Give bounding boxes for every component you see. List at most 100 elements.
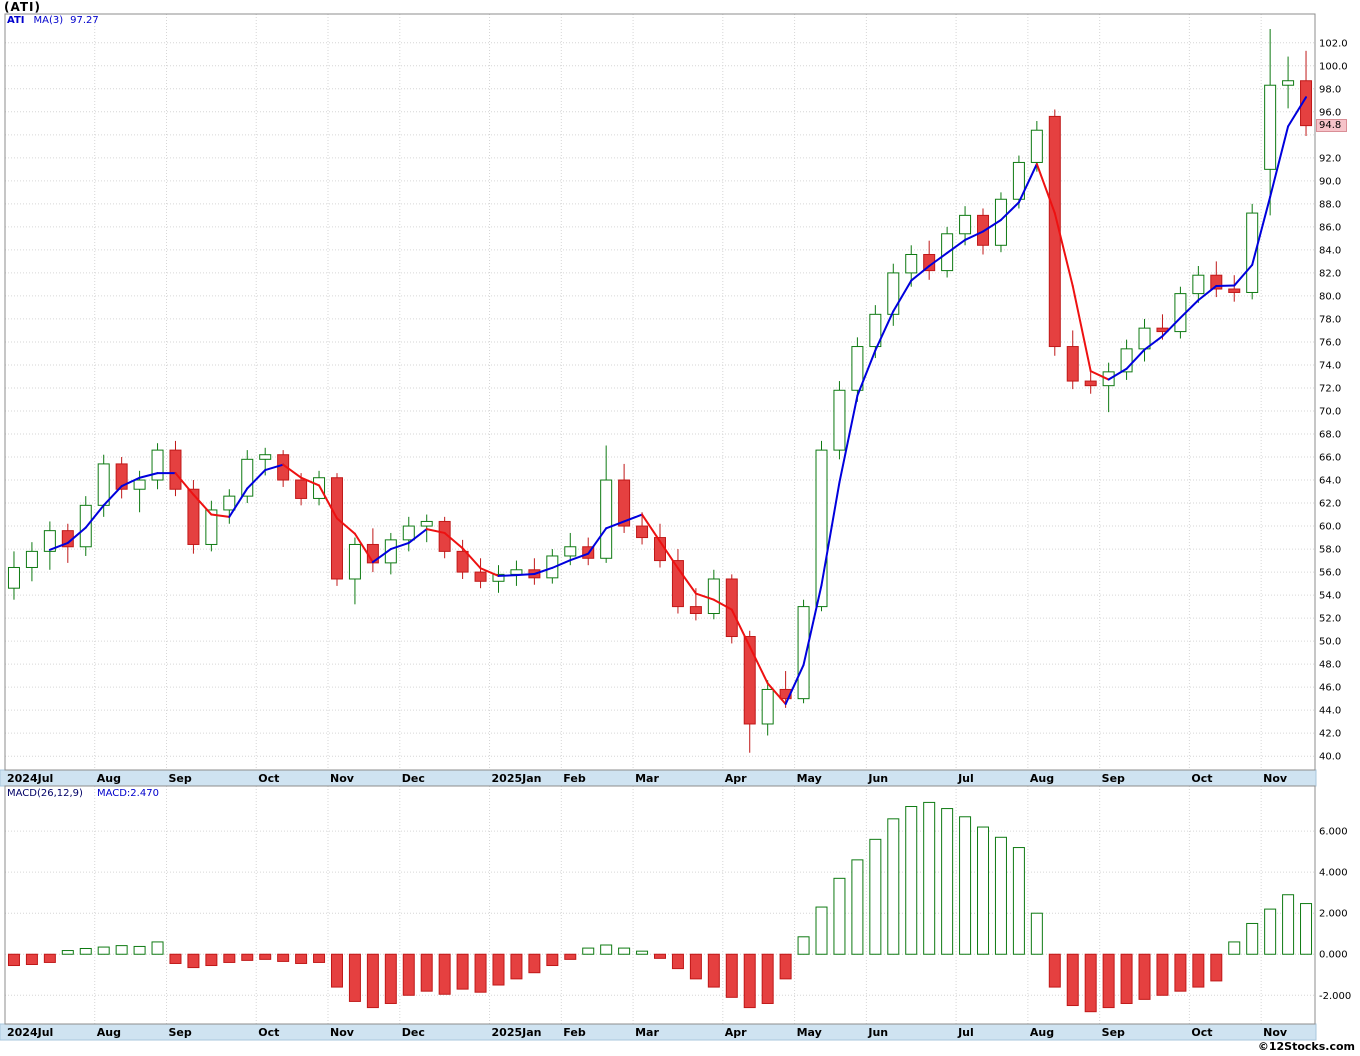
month-label-macd: Jul <box>957 1026 974 1039</box>
macd-bar-positive <box>797 936 810 955</box>
macd-bar-positive <box>869 838 882 955</box>
candle-body-up <box>994 198 1007 246</box>
macd-bar-negative <box>564 953 577 960</box>
macd-bar-positive <box>636 950 649 955</box>
macd-bar-positive <box>887 818 900 955</box>
ma-line-segment <box>1287 96 1308 128</box>
price-axis-label: 56.0 <box>1319 568 1341 579</box>
macd-bar-negative <box>330 953 343 988</box>
macd-bar-positive <box>1282 894 1295 955</box>
macd-bar-negative <box>384 953 397 1004</box>
ma-line-segment <box>892 279 913 313</box>
candle-body-up <box>223 495 236 511</box>
price-axis-label: 68.0 <box>1319 430 1341 441</box>
legend-ma-value: 97.27 <box>70 15 99 26</box>
price-chart-legend: ATI MA(3) 97.27 <box>7 15 99 26</box>
candle-body-down <box>474 571 487 582</box>
candle-body-up <box>959 214 972 235</box>
ma-line-segment <box>1233 263 1254 287</box>
macd-bar-positive <box>133 945 146 955</box>
macd-bar-positive <box>833 877 846 955</box>
price-axis-label: 46.0 <box>1319 683 1341 694</box>
macd-bar-negative <box>1084 953 1097 1013</box>
ma-line-segment <box>838 394 859 484</box>
ma-line-segment <box>497 574 518 577</box>
ma-line-segment <box>730 608 751 648</box>
candle-body-up <box>420 520 433 527</box>
macd-bar-positive <box>977 826 990 955</box>
ma-line-segment <box>102 485 123 507</box>
candle-body-up <box>833 389 846 451</box>
ma-line-segment <box>66 526 87 544</box>
candle-body-down <box>1210 274 1223 290</box>
macd-bar-negative <box>654 953 666 959</box>
month-label-macd: Sep <box>169 1026 192 1039</box>
candle-body-up <box>1282 80 1295 86</box>
ma-line-segment <box>712 598 733 611</box>
month-label-macd: Oct <box>1191 1026 1212 1039</box>
ma-line-segment <box>928 251 949 267</box>
month-label-macd: 2024Jul <box>7 1026 53 1039</box>
ma-line-segment <box>587 527 608 555</box>
macd-bar-negative <box>1192 953 1205 988</box>
macd-bar-positive <box>815 906 828 955</box>
price-plot-border <box>4 13 1316 771</box>
month-label-macd: Aug <box>1030 1026 1054 1039</box>
macd-bar-positive <box>941 808 954 955</box>
candle-body-up <box>7 566 20 589</box>
macd-bar-negative <box>743 953 756 1009</box>
candle-body-up <box>97 463 110 506</box>
macd-bar-negative <box>1066 953 1079 1007</box>
macd-bar-negative <box>707 953 720 988</box>
macd-bar-negative <box>223 953 236 963</box>
macd-indicator-label: MACD(26,12,9) <box>7 788 83 799</box>
ma-line-segment <box>1269 125 1290 198</box>
candle-body-up <box>151 449 164 481</box>
macd-bar-negative <box>779 953 792 980</box>
month-label: Apr <box>725 772 747 785</box>
price-axis-label: 82.0 <box>1319 268 1341 279</box>
candle-body-up <box>133 479 146 490</box>
candle-body-up <box>384 539 397 564</box>
ma-line-segment <box>246 469 267 490</box>
month-label-macd: Nov <box>1263 1026 1288 1039</box>
month-label: May <box>797 772 822 785</box>
price-axis-label: 50.0 <box>1319 637 1341 648</box>
ma-line-segment <box>910 265 931 282</box>
macd-axis-label: 6.000 <box>1319 827 1348 838</box>
ma-line-segment <box>264 463 285 472</box>
month-label: Jul <box>957 772 974 785</box>
macd-bar-negative <box>456 953 469 990</box>
ma-line-segment <box>84 504 105 529</box>
macd-bar-positive <box>582 947 595 955</box>
macd-bar-negative <box>259 953 272 960</box>
ma-line-segment <box>766 682 787 706</box>
macd-bar-negative <box>277 953 290 962</box>
candle-body-down <box>1300 80 1313 127</box>
price-axis-label: 54.0 <box>1319 591 1341 602</box>
candle-body-up <box>205 509 218 545</box>
month-label-macd: Sep <box>1102 1026 1125 1039</box>
candle-body-up <box>1030 129 1043 163</box>
price-axis-label: 62.0 <box>1319 499 1341 510</box>
macd-bar-negative <box>7 953 20 967</box>
ma-line-segment <box>551 559 572 569</box>
price-axis-label: 100.0 <box>1319 61 1348 72</box>
ma-line-segment <box>964 230 985 241</box>
ma-line-segment <box>1071 284 1092 373</box>
candle-body-down <box>295 479 308 499</box>
macd-bar-positive <box>851 859 864 955</box>
macd-bar-negative <box>1210 953 1223 982</box>
month-label-macd: Dec <box>402 1026 425 1039</box>
ma-line-segment <box>389 541 410 551</box>
macd-axis-label: 4.000 <box>1319 868 1348 879</box>
ma-line-segment <box>1125 348 1146 370</box>
last-price-tag: 94.8 <box>1316 119 1347 132</box>
month-label: Oct <box>1191 772 1212 785</box>
macd-bar-negative <box>528 953 541 974</box>
month-label-macd: Feb <box>563 1026 586 1039</box>
price-axis-label: 92.0 <box>1319 153 1341 164</box>
month-label: Jun <box>867 772 888 785</box>
ma-line-segment <box>228 487 249 518</box>
month-label-macd: Mar <box>635 1026 659 1039</box>
